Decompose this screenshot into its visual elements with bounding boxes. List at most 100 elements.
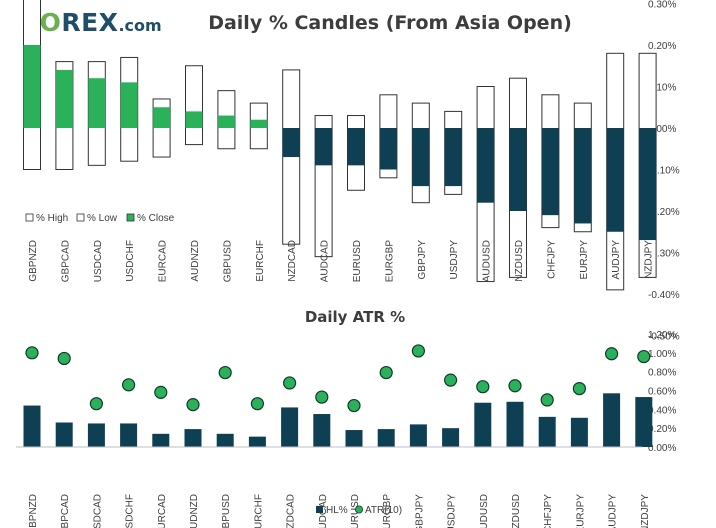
x-tick-label: AUDCAD — [318, 494, 329, 528]
x-tick-label: AUDUSD — [482, 240, 493, 282]
y-tick-label: 0.00% — [648, 443, 676, 454]
x-tick-label: AUDCAD — [320, 240, 331, 282]
hl-bar-gbpusd — [216, 433, 234, 447]
atr-point-eurusd — [347, 398, 361, 413]
y-tick-label: 0.30% — [648, 0, 676, 11]
hl-bar-usdchf — [120, 423, 138, 447]
y-tick-label: -0.50% — [648, 332, 680, 343]
x-tick-label: USDJPY — [449, 240, 460, 280]
x-tick-label: CHFJPY — [546, 240, 557, 279]
x-tick-label: EURUSD — [352, 240, 363, 282]
candle-close-eurcad — [153, 107, 171, 128]
legend-label: HL% — [326, 505, 348, 516]
hl-bar-eurchf — [248, 436, 266, 447]
atr-point-gbpusd — [218, 365, 232, 380]
hl-bar-nzdusd — [506, 401, 524, 447]
atr-point-eurgbp — [379, 365, 393, 380]
atr-point-eurcad — [154, 385, 168, 399]
y-tick-label: 0.80% — [648, 368, 676, 379]
y-tick-label: 0.00% — [648, 124, 676, 135]
x-tick-label: NZDJPY — [644, 240, 655, 279]
candle-range-audnzd — [185, 65, 203, 146]
atr-point-usdcad — [89, 397, 104, 411]
x-tick-label: GBPCAD — [60, 494, 71, 528]
atr-point-usdjpy — [444, 373, 458, 387]
legend-label: % Low — [87, 213, 118, 224]
x-tick-label: EURCAD — [158, 240, 169, 282]
atr-point-audusd — [476, 380, 490, 394]
hl-bar-eurjpy — [570, 417, 588, 447]
x-tick-label: USDCAD — [93, 240, 104, 282]
candles-chart: 0.40%0.30%0.20%0.10%0.00%-0.10%-0.20%-0.… — [23, 0, 680, 343]
y-tick-label: -0.30% — [648, 249, 680, 260]
logo-suffix: .com — [118, 16, 162, 35]
y-tick-label: 1.00% — [648, 349, 676, 360]
candle-close-gbpusd — [217, 115, 235, 128]
x-tick-label: GBPNZD — [28, 494, 39, 528]
hl-bar-usdjpy — [442, 428, 460, 447]
x-tick-label: NZDCAD — [287, 240, 298, 282]
x-tick-label: USDJPY — [447, 494, 458, 528]
atr-point-audnzd — [186, 398, 200, 412]
hl-bar-nzdjpy — [635, 397, 653, 447]
y-tick-label: -0.20% — [648, 207, 680, 218]
y-tick-label: 0.10% — [648, 83, 676, 94]
candle-close-gbpcad — [55, 69, 73, 128]
candle-close-usdcad — [88, 78, 106, 128]
legend-label: % Close — [137, 213, 175, 224]
candle-close-eurchf — [250, 119, 268, 128]
atr-point-nzdusd — [508, 379, 522, 393]
atr-point-chfjpy — [540, 393, 554, 407]
hl-bar-gbpjpy — [409, 424, 427, 447]
candle-close-usdchf — [120, 82, 138, 128]
legend-label: % High — [36, 213, 68, 224]
atr-chart: 1.20% 1.00% 0.80% 0.60% 0.40% 0.20% 0.00% GBPNZ… — [16, 330, 676, 528]
x-tick-label: GBPNZD — [28, 240, 39, 282]
hl-bar-audjpy — [603, 393, 621, 447]
candle-close-eurusd — [347, 128, 365, 166]
candle-close-eurjpy — [574, 128, 592, 224]
legend-label: ATR(10) — [365, 505, 402, 516]
x-tick-label: AUDNZD — [189, 494, 200, 528]
candle-close-audjpy — [606, 128, 624, 232]
x-tick-label: NZDJPY — [640, 494, 651, 528]
hl-bar-nzdcad — [281, 407, 299, 447]
x-tick-label: CHFJPY — [543, 494, 554, 528]
candle-close-eurgbp — [379, 128, 397, 170]
x-tick-label: EURJPY — [575, 494, 586, 528]
y-tick-label: 1.20% — [648, 330, 676, 341]
y-tick-label: 0.40% — [648, 405, 676, 416]
x-tick-label: EURGBP — [382, 494, 393, 528]
x-tick-label: AUDUSD — [479, 494, 490, 528]
y-tick-label: 0.20% — [648, 424, 676, 435]
x-tick-label: EURCHF — [255, 240, 266, 282]
hl-bar-gbpnzd — [23, 405, 41, 447]
candle-close-nzdcad — [282, 128, 300, 158]
hl-bar-eurgbp — [377, 429, 395, 447]
candle-range-nzdcad — [282, 69, 301, 245]
atr-point-usdchf — [122, 378, 136, 392]
hl-bar-eurusd — [345, 430, 363, 447]
x-tick-label: EURJPY — [579, 240, 590, 280]
hl-bar-chfjpy — [538, 416, 556, 447]
x-tick-label: NZDUSD — [514, 240, 525, 282]
atr-point-eurchf — [250, 397, 264, 411]
atr-point-gbpnzd — [25, 346, 39, 360]
y-tick-label: -0.40% — [648, 290, 680, 301]
candle-close-gbpjpy — [412, 128, 430, 187]
candle-close-audcad — [315, 128, 333, 166]
legend-swatch — [316, 506, 323, 513]
x-tick-label: GBPUSD — [222, 240, 233, 282]
atr-point-gbpjpy — [411, 344, 425, 358]
atr-point-gbpcad — [57, 351, 71, 366]
hl-bar-audnzd — [184, 429, 202, 447]
hl-bar-audcad — [313, 414, 331, 447]
legend-swatch — [25, 213, 34, 222]
y-tick-label: 0.60% — [648, 386, 676, 397]
candle-close-nzdjpy — [639, 128, 657, 241]
x-tick-label: USDCAD — [92, 494, 103, 528]
x-tick-label: AUDJPY — [608, 494, 619, 528]
legend-swatch — [126, 213, 135, 222]
x-tick-label: EURCHF — [253, 494, 264, 528]
atr-point-audcad — [315, 390, 329, 404]
